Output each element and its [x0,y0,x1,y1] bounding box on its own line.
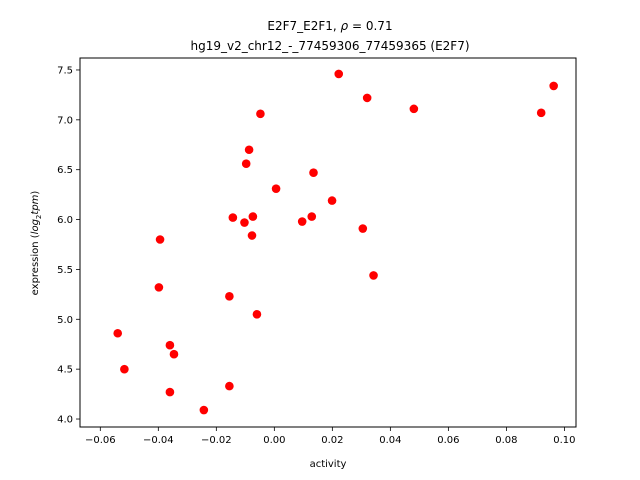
x-tick-label: 0.04 [379,435,401,446]
y-tick-label: 6.0 [57,215,73,226]
x-tick-label: 0.02 [321,435,343,446]
data-point [113,328,123,338]
y-tick-label: 7.0 [57,115,73,126]
x-axis-label: activity [310,459,347,470]
chart-title: E2F7_E2F1, ρ = 0.71 [267,19,392,33]
chart-subtitle: hg19_v2_chr12_-_77459306_77459365 (E2F7) [190,39,469,53]
x-tick-label: −0.02 [201,435,232,446]
data-point [228,213,238,222]
data-point [271,184,281,193]
data-point [165,387,175,397]
data-point [256,109,265,119]
data-point [409,104,419,114]
data-point [327,196,337,205]
data-point [165,340,175,350]
x-tick-label: 0.08 [495,435,517,446]
data-point [334,69,344,79]
y-tick-label: 5.0 [57,315,73,326]
y-axis-label: expression (log2tpm) [30,191,43,296]
data-point [309,168,318,177]
data-point [307,212,317,221]
data-point [369,271,378,280]
data-point [358,224,368,233]
data-point [154,283,164,292]
data-point [247,231,257,240]
data-point [549,81,558,91]
plot-area-frame [79,57,577,428]
y-tick-label: 7.5 [57,65,73,76]
x-tick-label: 0.10 [553,435,575,446]
x-tick-label: 0.06 [437,435,459,446]
x-tick-label: 0.00 [263,435,285,446]
data-point [536,108,546,118]
data-point [199,405,209,415]
y-tick-label: 4.5 [57,365,73,376]
x-tick-label: −0.04 [143,435,174,446]
data-points [113,69,558,415]
data-point [120,364,129,374]
data-point [297,217,307,226]
y-axis-ticks: 4.0 4.5 5.0 5.5 6.0 6.5 7.0 7.5 [57,65,80,426]
data-point [225,292,234,301]
y-tick-label: 6.5 [57,165,73,176]
data-point [155,235,165,244]
x-tick-label: −0.06 [85,435,116,446]
data-point [248,212,258,221]
data-point [225,381,234,391]
data-point [252,310,262,319]
data-point [241,159,251,169]
y-tick-label: 5.5 [57,265,73,276]
y-tick-label: 4.0 [57,415,73,426]
data-point [362,93,372,103]
data-point [240,218,249,227]
x-axis-ticks: −0.06 −0.04 −0.02 0.00 0.02 0.04 0.06 0.08 0.10 [85,427,576,446]
data-point [169,349,179,359]
data-point [244,145,254,155]
